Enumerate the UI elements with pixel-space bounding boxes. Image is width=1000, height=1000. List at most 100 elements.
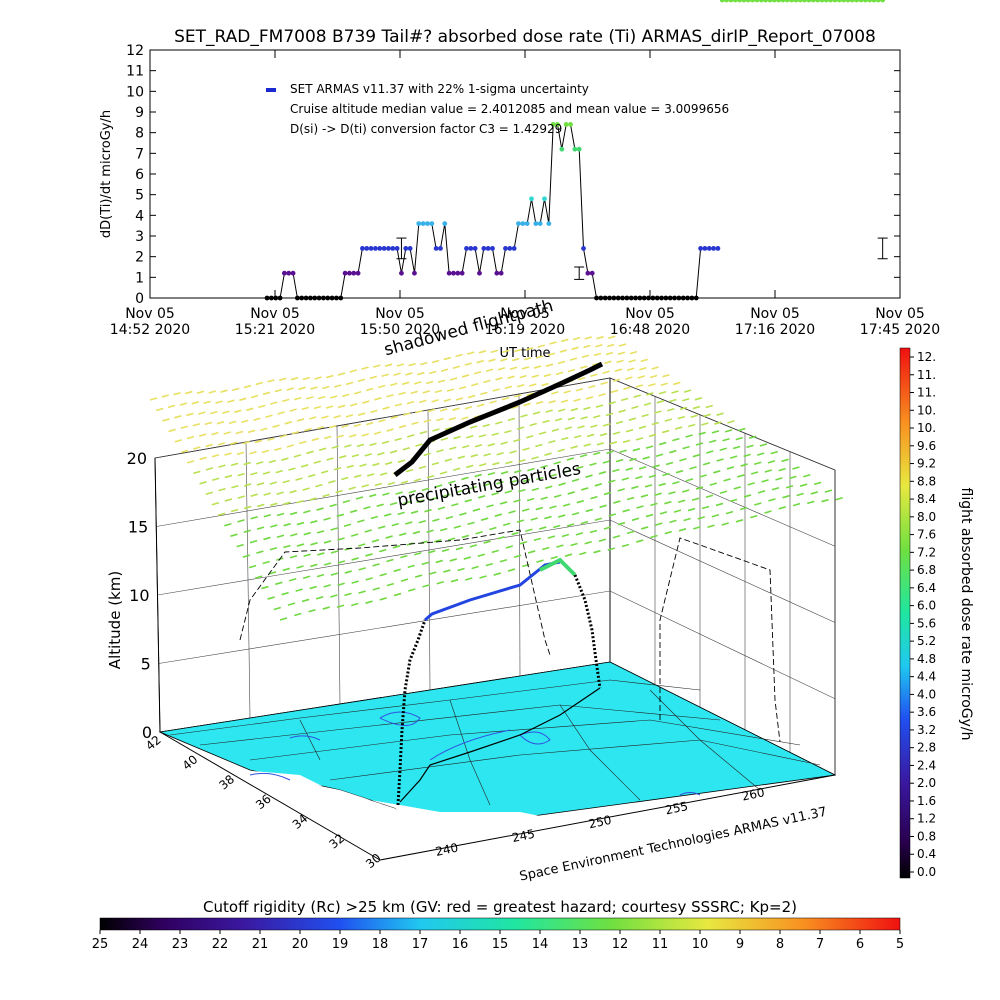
x-tick-label-time: 16:48 2020: [610, 322, 690, 338]
particle-dash: [250, 471, 258, 476]
particle-dash: [448, 417, 457, 421]
data-point: [390, 246, 396, 251]
particle-dash: [531, 487, 540, 492]
particle-dash: [274, 388, 283, 393]
particle-dash: [386, 558, 394, 563]
altitude-tick-label: 0: [142, 723, 152, 742]
particle-dash: [539, 526, 547, 530]
particle-dash: [313, 405, 322, 410]
particle-dash: [599, 504, 607, 509]
particle-dash: [440, 368, 449, 373]
particle-dash: [638, 425, 647, 430]
altitude-tick-label: 5: [141, 655, 151, 674]
particle-dash: [685, 434, 693, 438]
dose-rate-colorbar-tick-label: 4.4: [917, 670, 936, 684]
cutoff-rigidity-colorbar-fill: [99, 917, 901, 931]
particle-dash: [606, 450, 614, 455]
particle-dash: [683, 517, 691, 522]
particle-dash: [632, 447, 641, 452]
particle-dash: [247, 429, 256, 434]
particle-dash: [472, 508, 481, 512]
particle-dash: [431, 461, 440, 466]
particle-dash: [461, 374, 470, 378]
particle-dash: [302, 376, 310, 381]
particle-dash: [283, 522, 291, 527]
particle-dash: [415, 443, 423, 447]
dose-rate-colorbar-tick-label: 4.8: [917, 652, 936, 666]
particle-dash: [483, 540, 491, 544]
particle-dash: [509, 450, 517, 454]
particle-dash: [418, 519, 427, 524]
longitude-tick-label: 255: [664, 799, 689, 817]
particle-dash: [714, 421, 722, 425]
particle-dash: [286, 444, 295, 448]
particle-dash: [529, 422, 538, 427]
data-point: [281, 270, 287, 276]
particle-dash: [519, 374, 527, 379]
altitude-tick-label: 15: [128, 518, 148, 537]
particle-dash: [416, 499, 424, 503]
particle-dash: [392, 545, 401, 549]
particle-dash: [571, 478, 580, 483]
particle-dash: [253, 417, 261, 422]
particle-dash: [645, 445, 654, 449]
particle-dash: [583, 344, 591, 349]
particle-dash: [236, 543, 244, 548]
particle-dash: [648, 433, 657, 438]
wall-grid-vertical: [427, 409, 431, 691]
particle-dash: [377, 525, 386, 530]
particle-dash: [521, 508, 530, 512]
particle-dash: [279, 377, 287, 382]
particle-dash: [296, 418, 305, 422]
particle-dash: [493, 572, 501, 576]
x-tick-label-time: 14:52 2020: [110, 322, 190, 338]
particle-dash: [740, 463, 748, 467]
data-point: [321, 295, 326, 301]
particle-dash: [211, 431, 219, 436]
dose-rate-colorbar-tick-label: 3.2: [917, 723, 936, 737]
particle-dash: [289, 489, 297, 494]
particle-dash: [256, 482, 265, 486]
particle-dash: [608, 479, 616, 484]
particle-dash: [407, 434, 415, 438]
longitude-axis: [379, 774, 836, 861]
dose-rate-colorbar-tick-label: 8.8: [917, 474, 936, 488]
particle-dash: [242, 554, 251, 558]
particle-dash: [326, 374, 334, 379]
data-point: [368, 246, 374, 251]
particle-dash: [617, 488, 625, 492]
particle-dash: [518, 459, 526, 463]
particle-dash: [458, 386, 467, 390]
particle-dash: [615, 420, 624, 425]
particle-dash: [585, 396, 594, 400]
particle-dash: [441, 548, 450, 553]
particle-dash: [424, 508, 432, 513]
longitude-tick-label: 240: [434, 840, 459, 858]
particle-dash: [257, 503, 265, 508]
data-point: [732, 0, 738, 3]
particle-dash: [269, 546, 278, 551]
particle-dash: [356, 443, 365, 448]
particle-dash: [262, 391, 271, 396]
flight-3d-plot: shadowed flightpath precipitating partic…: [106, 296, 843, 885]
particle-dash: [330, 527, 338, 531]
particle-dash: [606, 343, 615, 348]
particle-dash: [767, 460, 776, 464]
particle-dash: [584, 540, 592, 545]
particle-dash: [491, 432, 499, 437]
particle-dash: [610, 389, 619, 394]
particle-dash: [306, 396, 314, 400]
particle-dash: [764, 469, 773, 473]
particle-dash: [613, 500, 621, 504]
particle-dash: [276, 534, 285, 539]
particle-dash: [294, 612, 302, 617]
particle-dash: [789, 475, 797, 480]
particle-dash: [739, 506, 748, 511]
particle-dash: [669, 449, 677, 454]
particle-dash: [526, 497, 535, 502]
particle-dash: [428, 370, 437, 375]
particle-dash: [496, 451, 504, 456]
particle-dash: [455, 546, 464, 551]
particle-dash: [452, 467, 461, 472]
